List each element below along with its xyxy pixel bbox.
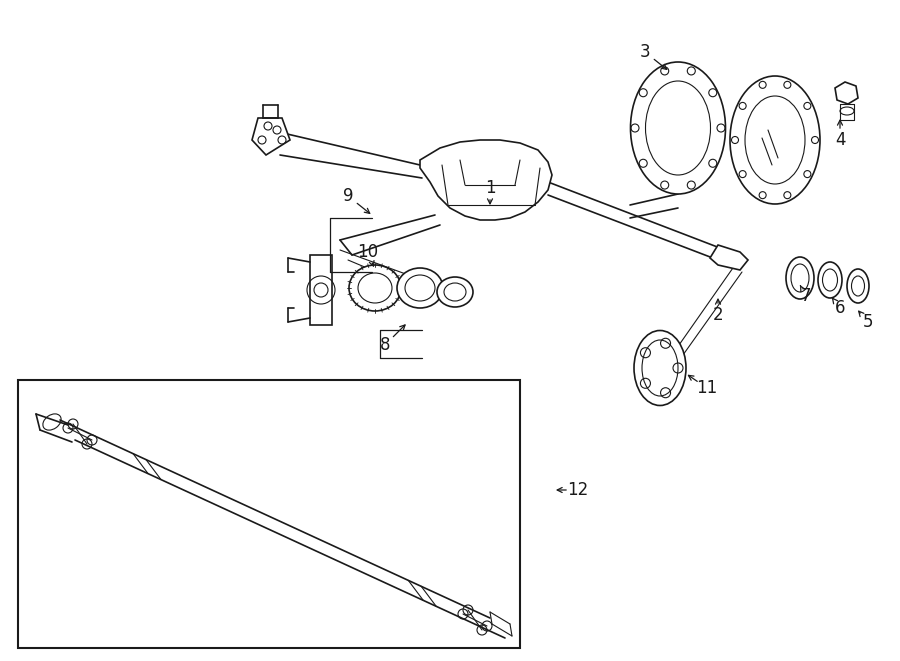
Ellipse shape — [634, 330, 686, 405]
Ellipse shape — [730, 76, 820, 204]
Polygon shape — [835, 82, 858, 104]
Ellipse shape — [437, 277, 473, 307]
Text: 5: 5 — [863, 313, 873, 331]
Polygon shape — [310, 255, 332, 325]
Text: 3: 3 — [640, 43, 651, 61]
Polygon shape — [710, 245, 748, 270]
Text: 11: 11 — [697, 379, 717, 397]
Polygon shape — [420, 140, 552, 220]
Text: 9: 9 — [343, 187, 353, 205]
Bar — [18, 380, 520, 648]
Polygon shape — [252, 118, 290, 155]
Text: 10: 10 — [357, 243, 379, 261]
Ellipse shape — [349, 265, 401, 311]
Ellipse shape — [397, 268, 443, 308]
Text: 4: 4 — [835, 131, 845, 149]
Text: 2: 2 — [713, 306, 724, 324]
Text: 12: 12 — [567, 481, 589, 499]
Ellipse shape — [631, 62, 725, 194]
Text: 7: 7 — [801, 287, 811, 305]
Text: 1: 1 — [485, 179, 495, 197]
Text: 6: 6 — [835, 299, 845, 317]
Ellipse shape — [847, 269, 869, 303]
Ellipse shape — [840, 107, 854, 115]
Ellipse shape — [786, 257, 814, 299]
Text: 8: 8 — [380, 336, 391, 354]
Ellipse shape — [818, 262, 842, 298]
